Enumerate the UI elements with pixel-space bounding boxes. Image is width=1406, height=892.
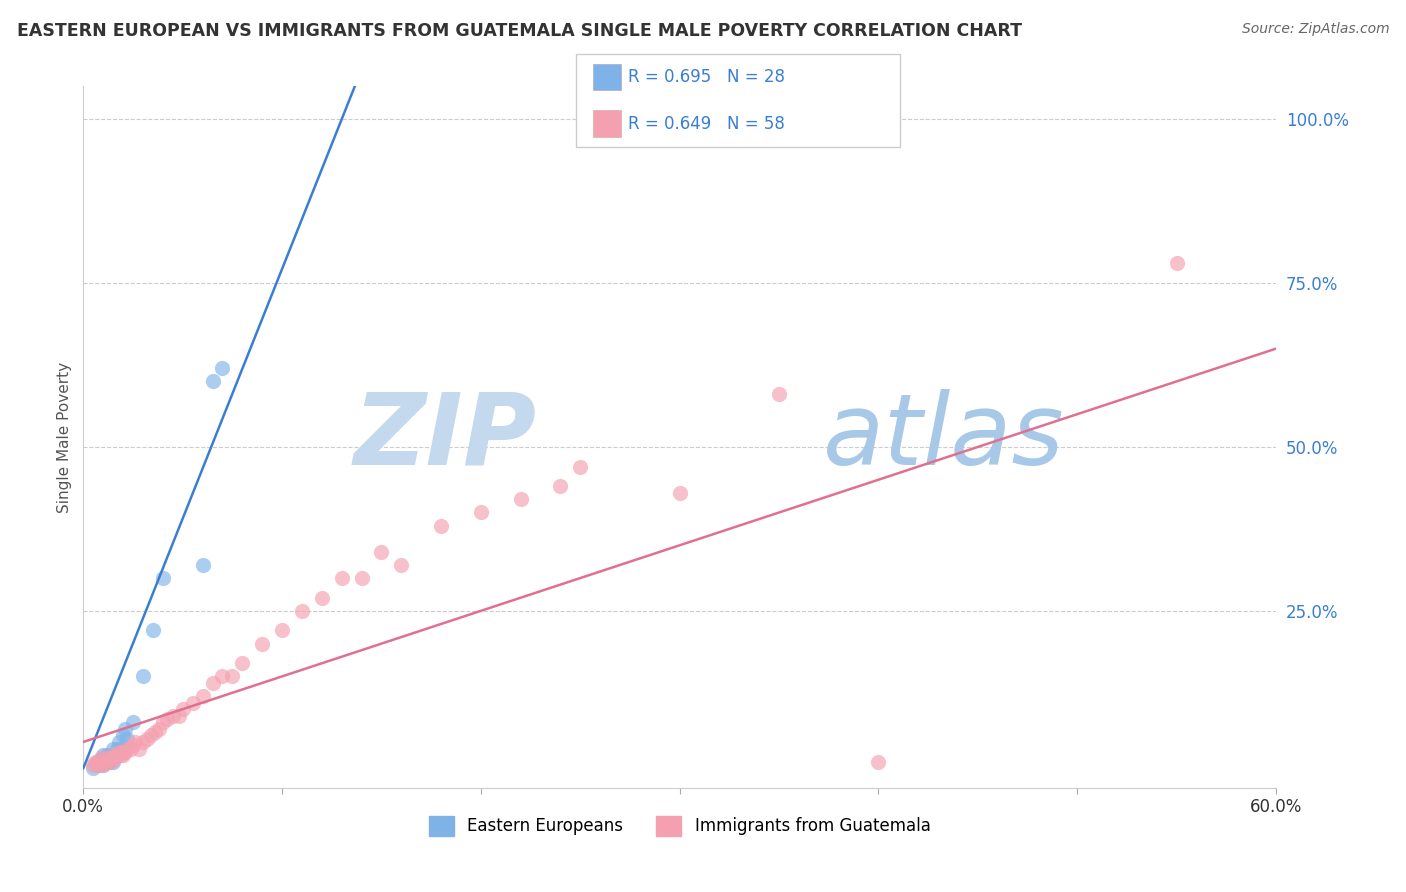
Point (101, 747, 124, 762)
Point (201, 375, 224, 389)
Point (122, 738, 145, 752)
Point (91, 758, 114, 772)
Point (108, 735, 131, 749)
Point (105, 747, 128, 762)
Point (868, 755, 890, 769)
Point (350, 571, 373, 585)
Point (132, 669, 155, 683)
Point (370, 545, 392, 559)
Point (211, 669, 233, 683)
Text: R = 0.649   N = 58: R = 0.649 N = 58 (628, 115, 786, 133)
Point (104, 751, 127, 765)
Point (135, 731, 157, 746)
Point (311, 591, 333, 605)
Text: EASTERN EUROPEAN VS IMMIGRANTS FROM GUATEMALA SINGLE MALE POVERTY CORRELATION CH: EASTERN EUROPEAN VS IMMIGRANTS FROM GUAT… (17, 22, 1022, 40)
Point (330, 571, 353, 585)
Point (91, 755, 114, 769)
Point (132, 735, 155, 749)
Point (82, 761, 104, 775)
Text: Source: ZipAtlas.com: Source: ZipAtlas.com (1241, 22, 1389, 37)
Point (82, 758, 104, 772)
Point (231, 657, 253, 671)
Point (101, 751, 124, 765)
Point (211, 361, 233, 376)
Point (101, 741, 124, 756)
Point (100, 755, 122, 769)
Text: R = 0.695   N = 28: R = 0.695 N = 28 (628, 68, 786, 86)
Point (181, 696, 204, 710)
Point (143, 725, 166, 739)
Point (569, 459, 592, 474)
Point (152, 715, 174, 730)
Point (110, 741, 132, 756)
Point (114, 745, 136, 759)
Point (250, 637, 273, 651)
Point (291, 604, 314, 618)
Point (94, 751, 117, 765)
Point (142, 624, 165, 638)
Point (104, 747, 127, 762)
Point (152, 571, 174, 585)
Point (112, 728, 135, 742)
Point (101, 755, 124, 769)
Point (668, 485, 690, 500)
Point (101, 747, 124, 762)
Point (430, 518, 453, 533)
Point (271, 624, 294, 638)
Point (201, 676, 224, 690)
Point (148, 722, 170, 736)
Point (91, 755, 114, 769)
Point (191, 689, 214, 703)
Point (89, 755, 111, 769)
Point (96, 755, 118, 769)
Point (550, 479, 572, 493)
Point (89, 758, 111, 772)
Point (470, 506, 492, 520)
Point (509, 492, 531, 507)
Point (98, 751, 121, 765)
Point (110, 747, 132, 762)
Point (108, 745, 131, 759)
Point (112, 747, 135, 762)
Point (156, 712, 179, 726)
Point (112, 745, 135, 759)
Y-axis label: Single Male Poverty: Single Male Poverty (58, 361, 72, 513)
Point (768, 387, 790, 401)
Text: ZIP: ZIP (353, 389, 537, 485)
Point (139, 728, 162, 742)
Point (86, 758, 108, 772)
Point (98, 751, 121, 765)
Point (167, 708, 190, 723)
Point (98, 755, 121, 769)
Point (128, 741, 150, 756)
Point (114, 722, 136, 736)
Point (389, 558, 412, 572)
Point (91, 751, 114, 765)
Legend: Eastern Europeans, Immigrants from Guatemala: Eastern Europeans, Immigrants from Guate… (422, 809, 938, 843)
Point (90, 751, 112, 765)
Point (162, 708, 184, 723)
Point (172, 702, 194, 716)
Point (122, 715, 145, 730)
Point (191, 558, 214, 572)
Point (124, 735, 146, 749)
Point (86, 755, 108, 769)
Point (115, 741, 138, 756)
Point (91, 758, 114, 772)
Point (105, 741, 128, 756)
Text: atlas: atlas (823, 389, 1064, 485)
Point (96, 755, 118, 769)
Point (221, 669, 243, 683)
Point (96, 747, 118, 762)
Point (1166, 256, 1188, 270)
Point (91, 747, 114, 762)
Point (120, 741, 142, 756)
Point (115, 731, 138, 746)
Point (84, 755, 107, 769)
